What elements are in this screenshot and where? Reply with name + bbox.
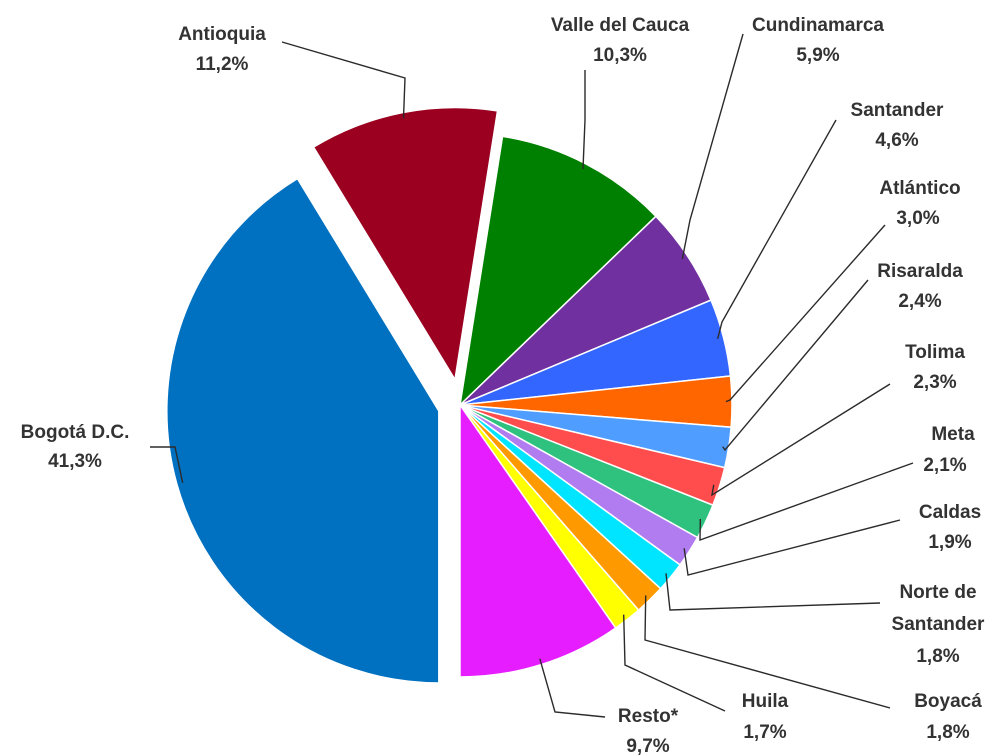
leader-line-norte-de-santander: [665, 573, 881, 611]
label-name-antioquia: Antioquia: [178, 24, 266, 45]
label-name-boyaca: Boyacá: [914, 691, 982, 712]
label-name-santander: Santander: [851, 100, 945, 121]
label-name-tolima: Tolima: [905, 342, 965, 363]
leader-line-valle-del-cauca: [582, 70, 586, 170]
label-value-caldas: 1,9%: [928, 532, 971, 553]
slice-labels: Bogotá D.C. 41,3% Antioquia 11,2% Valle del …: [21, 15, 985, 756]
leader-line-santander: [716, 119, 837, 340]
label-value-atlantico: 3,0%: [896, 208, 939, 229]
leader-line-boyaca: [644, 595, 891, 709]
label-value-norte-de-santander: 1,8%: [916, 646, 959, 667]
label-name-valle-del-cauca: Valle del Cauca: [551, 15, 690, 36]
leader-line-meta: [699, 462, 914, 542]
label-name-bogota-d-c: Bogotá D.C.: [21, 422, 130, 443]
slice-antioquia: [312, 106, 499, 382]
label-name-resto: Resto*: [618, 706, 679, 727]
slice-valle-del-cauca: [458, 135, 657, 408]
leader-line-antioquia: [281, 41, 406, 119]
label-value-resto: 9,7%: [626, 736, 669, 756]
leader-line-atlantico: [725, 224, 886, 403]
label-value-antioquia: 11,2%: [196, 54, 249, 75]
label-name-atlantico: Atlántico: [879, 178, 960, 199]
label-value-boyaca: 1,8%: [926, 722, 969, 743]
slice-bogota-d-c: [166, 177, 440, 684]
label-name-caldas: Caldas: [919, 502, 981, 523]
label-value-meta: 2,1%: [923, 455, 966, 476]
leader-line-cundinamarca: [681, 33, 744, 260]
label-name-norte-de-santander: Norte de Santander: [892, 582, 986, 635]
label-name-huila: Huila: [742, 691, 789, 712]
leader-line-risaralda: [722, 279, 869, 452]
pie-slices: [166, 106, 733, 684]
label-name-cundinamarca: Cundinamarca: [752, 15, 884, 36]
leader-line-resto: [539, 658, 606, 718]
label-name-meta: Meta: [931, 424, 975, 445]
leader-line-bogota-d-c: [150, 446, 184, 483]
label-value-santander: 4,6%: [875, 130, 918, 151]
leader-line-caldas: [683, 519, 901, 576]
leader-line-huila: [622, 614, 726, 712]
label-value-bogota-d-c: 41,3%: [48, 451, 102, 472]
leader-line-tolima: [711, 383, 891, 497]
label-value-huila: 1,7%: [743, 722, 786, 743]
label-value-tolima: 2,3%: [913, 372, 956, 393]
label-value-cundinamarca: 5,9%: [796, 45, 839, 66]
label-value-risaralda: 2,4%: [898, 291, 941, 312]
leader-lines: [150, 33, 914, 718]
label-name-risaralda: Risaralda: [877, 261, 963, 282]
label-value-valle-del-cauca: 10,3%: [593, 45, 647, 66]
